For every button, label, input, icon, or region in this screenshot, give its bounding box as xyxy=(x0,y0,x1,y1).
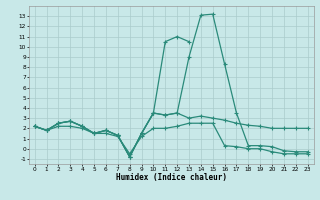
X-axis label: Humidex (Indice chaleur): Humidex (Indice chaleur) xyxy=(116,173,227,182)
